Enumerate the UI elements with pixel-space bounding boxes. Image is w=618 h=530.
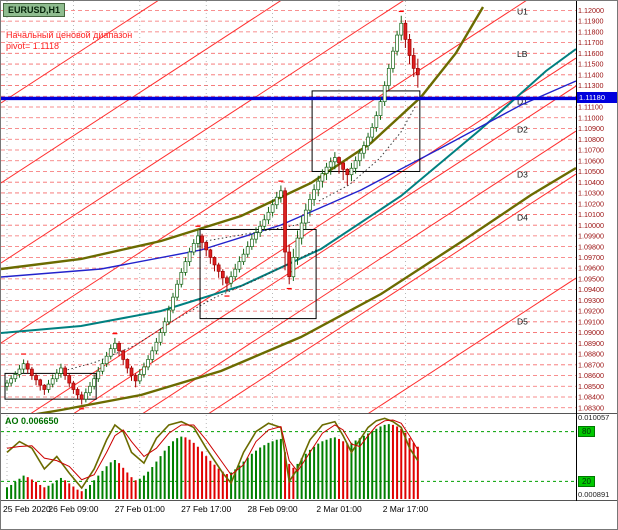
panel-separators xyxy=(1,1,617,501)
oscillator-max-label: 0.010057 xyxy=(578,413,610,422)
price-axis-label: 1.10600 xyxy=(578,156,604,165)
fan-label-D2: D2 xyxy=(517,125,528,135)
oscillator-main-line xyxy=(6,417,419,490)
price-axis-label: 1.09300 xyxy=(578,296,604,305)
price-axis-label: 1.11100 xyxy=(578,103,603,112)
curve-label-LB: LB xyxy=(517,49,528,59)
price-axis-label: 1.11700 xyxy=(578,38,603,47)
fan-label-D3: D3 xyxy=(517,170,528,180)
dotted-curves xyxy=(55,106,416,374)
oscillator-value-label: AO 0.006650 xyxy=(5,416,59,426)
price-axis-label: 1.08800 xyxy=(578,350,604,359)
time-axis-label: 27 Feb 17:00 xyxy=(181,504,231,514)
price-axis-label: 1.09000 xyxy=(578,328,604,337)
price-axis-label: 1.11400 xyxy=(578,70,603,79)
price-axis-label: 1.10900 xyxy=(578,124,604,133)
vertical-grid-lines xyxy=(6,1,406,499)
time-axis-label: 27 Feb 01:00 xyxy=(115,504,165,514)
price-axis-label: 1.11500 xyxy=(578,60,603,69)
annotation-initial-range-text: Начальный ценовой диапазон xyxy=(6,30,133,40)
fractal-markers xyxy=(21,10,404,410)
price-axis-label: 1.09600 xyxy=(578,264,604,273)
price-axis-label: 1.10700 xyxy=(578,146,604,155)
price-axis-label: 1.10300 xyxy=(578,189,604,198)
pivot-price-badge: 1.11180 xyxy=(577,92,617,103)
oscillator-level-80-badge: 80 xyxy=(578,426,595,437)
price-axis-label: 1.09700 xyxy=(578,253,604,262)
horizontal-grid-lines xyxy=(1,9,576,409)
fan-label-U1: U1 xyxy=(517,7,528,17)
price-axis-label: 1.11600 xyxy=(578,49,603,58)
oscillator-signal-line xyxy=(6,419,419,481)
price-axis-label: 1.10000 xyxy=(578,221,604,230)
oscillator-level-20-badge: 20 xyxy=(578,476,595,487)
fan-label-D5: D5 xyxy=(517,317,528,327)
price-axis-label: 1.11900 xyxy=(578,17,603,26)
price-axis-label: 1.10800 xyxy=(578,135,604,144)
annotation-pivot-text: pivot= 1.1118 xyxy=(6,41,59,51)
time-axis-label: 26 Feb 09:00 xyxy=(48,504,98,514)
time-axis-label: 25 Feb 2020 xyxy=(3,504,51,514)
price-axis-label: 1.10400 xyxy=(578,178,604,187)
price-axis-label: 1.10500 xyxy=(578,167,604,176)
price-axis-label: 1.09400 xyxy=(578,285,604,294)
price-axis-label: 1.08600 xyxy=(578,371,604,380)
pivot-line[interactable] xyxy=(1,96,576,101)
price-axis-label: 1.09800 xyxy=(578,242,604,251)
symbol-timeframe-label: EURUSD,H1 xyxy=(3,3,66,17)
price-axis-label: 1.09500 xyxy=(578,274,604,283)
price-axis-label: 1.12000 xyxy=(578,6,604,15)
fan-label-D1: D1 xyxy=(517,97,528,107)
ma-olive-fast xyxy=(1,6,485,271)
price-axis-label: 1.11000 xyxy=(578,113,603,122)
fan-line-labels: U1 D1 D2 D3 D4 D5 LB xyxy=(517,7,528,327)
ma-olive-slow xyxy=(35,166,576,413)
price-axis-label: 1.11300 xyxy=(578,81,603,90)
price-axis-label: 1.09100 xyxy=(578,317,604,326)
price-axis-label: 1.09200 xyxy=(578,307,604,316)
fan-label-D4: D4 xyxy=(517,213,528,223)
lower-band-curve xyxy=(1,48,576,334)
oscillator-min-label: 0.000891 xyxy=(578,490,610,499)
price-axis-label: 1.11800 xyxy=(578,27,603,36)
oscillator-layer xyxy=(1,417,576,499)
time-axis-label: 28 Feb 09:00 xyxy=(248,504,298,514)
range-boxes xyxy=(4,90,421,400)
price-axis-label: 1.10200 xyxy=(578,199,604,208)
price-axis-label: 1.08900 xyxy=(578,339,604,348)
price-axis-label: 1.08300 xyxy=(578,403,604,412)
time-axis-label: 2 Mar 17:00 xyxy=(383,504,429,514)
price-axis-label: 1.08500 xyxy=(578,382,604,391)
price-axis-label: 1.10100 xyxy=(578,210,604,219)
indicator-curves xyxy=(1,6,576,413)
price-axis-label: 1.08400 xyxy=(578,393,604,402)
time-axis-label: 2 Mar 01:00 xyxy=(316,504,362,514)
ma-blue xyxy=(1,80,576,278)
price-axis-label: 1.08700 xyxy=(578,360,604,369)
price-axis-label: 1.09900 xyxy=(578,232,604,241)
candles-layer xyxy=(5,15,420,405)
